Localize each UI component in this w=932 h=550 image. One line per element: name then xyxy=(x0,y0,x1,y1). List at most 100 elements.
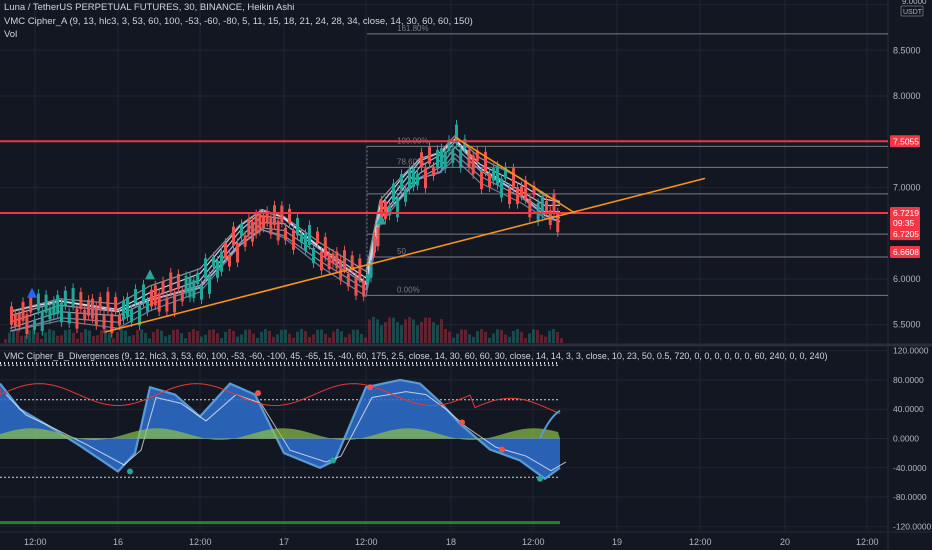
volume-bar xyxy=(552,329,555,343)
candle-body xyxy=(216,260,219,278)
volume-bar xyxy=(212,329,215,343)
candle-body xyxy=(240,223,243,237)
price-badge-label: 6.7219 xyxy=(893,208,919,218)
volume-bar xyxy=(108,332,111,343)
candle-body xyxy=(384,201,387,219)
candle-body xyxy=(13,314,17,327)
candle-body xyxy=(316,231,319,244)
price-badge-label: 6.6608 xyxy=(893,247,919,257)
volume-bar xyxy=(116,332,119,343)
volume-bar xyxy=(548,330,551,343)
volume-bar xyxy=(16,330,19,343)
volume-bar xyxy=(276,334,279,343)
osc-signal-dot xyxy=(255,390,261,397)
time-tick-label: 18 xyxy=(446,537,456,547)
volume-bar xyxy=(84,329,87,343)
volume-bar xyxy=(228,329,231,343)
candle-body xyxy=(269,218,273,235)
candle-body xyxy=(157,293,161,312)
volume-bar xyxy=(332,331,335,343)
volume-bar xyxy=(436,324,439,343)
indicator-a-label[interactable]: VMC Cipher_A (9, 13, hlc3, 3, 53, 60, 10… xyxy=(4,16,473,27)
time-tick-label: 20 xyxy=(780,537,790,547)
candle-body xyxy=(296,217,299,236)
candle-body xyxy=(288,208,291,224)
volume-bar xyxy=(528,333,531,343)
candle-body xyxy=(312,248,315,264)
volume-bar xyxy=(540,334,543,343)
candle-body xyxy=(467,149,471,168)
volume-bar xyxy=(488,337,491,343)
candle-body xyxy=(204,258,207,279)
candle-body xyxy=(545,201,548,211)
indicator-b-label[interactable]: VMC Cipher_B_Divergences (9, 12, hlc3, 3… xyxy=(4,351,828,361)
volume-bar xyxy=(284,329,287,343)
candle-body xyxy=(200,285,203,300)
price-badge-label: 09:35 xyxy=(893,218,915,228)
volume-bar xyxy=(512,330,515,343)
osc-tick-label: 80.0000 xyxy=(893,375,924,385)
volume-bar xyxy=(452,337,455,343)
volume-label[interactable]: Vol xyxy=(4,29,18,40)
candle-body xyxy=(496,165,499,185)
chart-title: Luna / TetherUS PERPETUAL FUTURES, 30, B… xyxy=(4,2,295,13)
candle-body xyxy=(212,256,215,267)
volume-bar xyxy=(184,338,187,343)
osc-tick-label: -80.0000 xyxy=(893,492,927,502)
time-tick-label: 12:00 xyxy=(522,537,545,547)
candle-body xyxy=(480,171,483,190)
osc-tick-label: 40.0000 xyxy=(893,404,924,414)
candle-body xyxy=(25,314,29,335)
volume-bar xyxy=(336,329,339,343)
volume-bar xyxy=(532,329,535,343)
volume-bar xyxy=(444,329,447,343)
volume-bar xyxy=(236,336,239,343)
osc-signal-dot xyxy=(499,446,505,453)
candle-body xyxy=(484,151,487,172)
candle-body xyxy=(273,205,276,225)
volume-bar xyxy=(128,336,131,343)
candle-body xyxy=(79,292,83,309)
volume-bar xyxy=(404,319,407,343)
candle-body xyxy=(208,276,211,294)
volume-bar xyxy=(248,329,251,343)
time-tick-label: 19 xyxy=(612,537,622,547)
volume-bar xyxy=(208,329,211,343)
time-tick-label: 12:00 xyxy=(24,537,47,547)
volume-bar xyxy=(224,331,227,343)
candle-body xyxy=(488,172,491,188)
candle-body xyxy=(83,309,87,320)
volume-bar xyxy=(220,337,223,343)
price-tick-label: 8.0000 xyxy=(893,91,921,101)
volume-bar xyxy=(352,329,355,343)
osc-signal-dot xyxy=(330,457,336,464)
candle-body xyxy=(94,306,98,326)
volume-bar xyxy=(176,329,179,343)
price-badge xyxy=(890,217,920,230)
volume-bar xyxy=(56,335,59,343)
volume-bar xyxy=(244,329,247,343)
candle-body xyxy=(424,168,427,189)
currency-box xyxy=(900,5,924,17)
volume-bar xyxy=(408,317,411,343)
candle-body xyxy=(63,290,67,306)
trend-line-resistance xyxy=(454,136,576,214)
volume-bar xyxy=(168,334,171,343)
signal-triangle xyxy=(145,269,155,280)
candle-body xyxy=(52,300,56,316)
candle-body xyxy=(362,280,366,297)
candle-body xyxy=(350,255,354,269)
candle-body xyxy=(243,235,247,247)
candle-body xyxy=(304,233,307,252)
volume-bar xyxy=(232,330,235,343)
volume-bar xyxy=(64,330,67,343)
osc-tick-label: 120.0000 xyxy=(893,346,929,356)
volume-bar xyxy=(476,331,479,343)
candle-body xyxy=(236,243,239,263)
candle-body xyxy=(327,253,331,270)
candle-body xyxy=(33,319,37,330)
volume-bar xyxy=(400,325,403,343)
volume-bar xyxy=(440,319,443,343)
volume-bar xyxy=(264,329,267,343)
